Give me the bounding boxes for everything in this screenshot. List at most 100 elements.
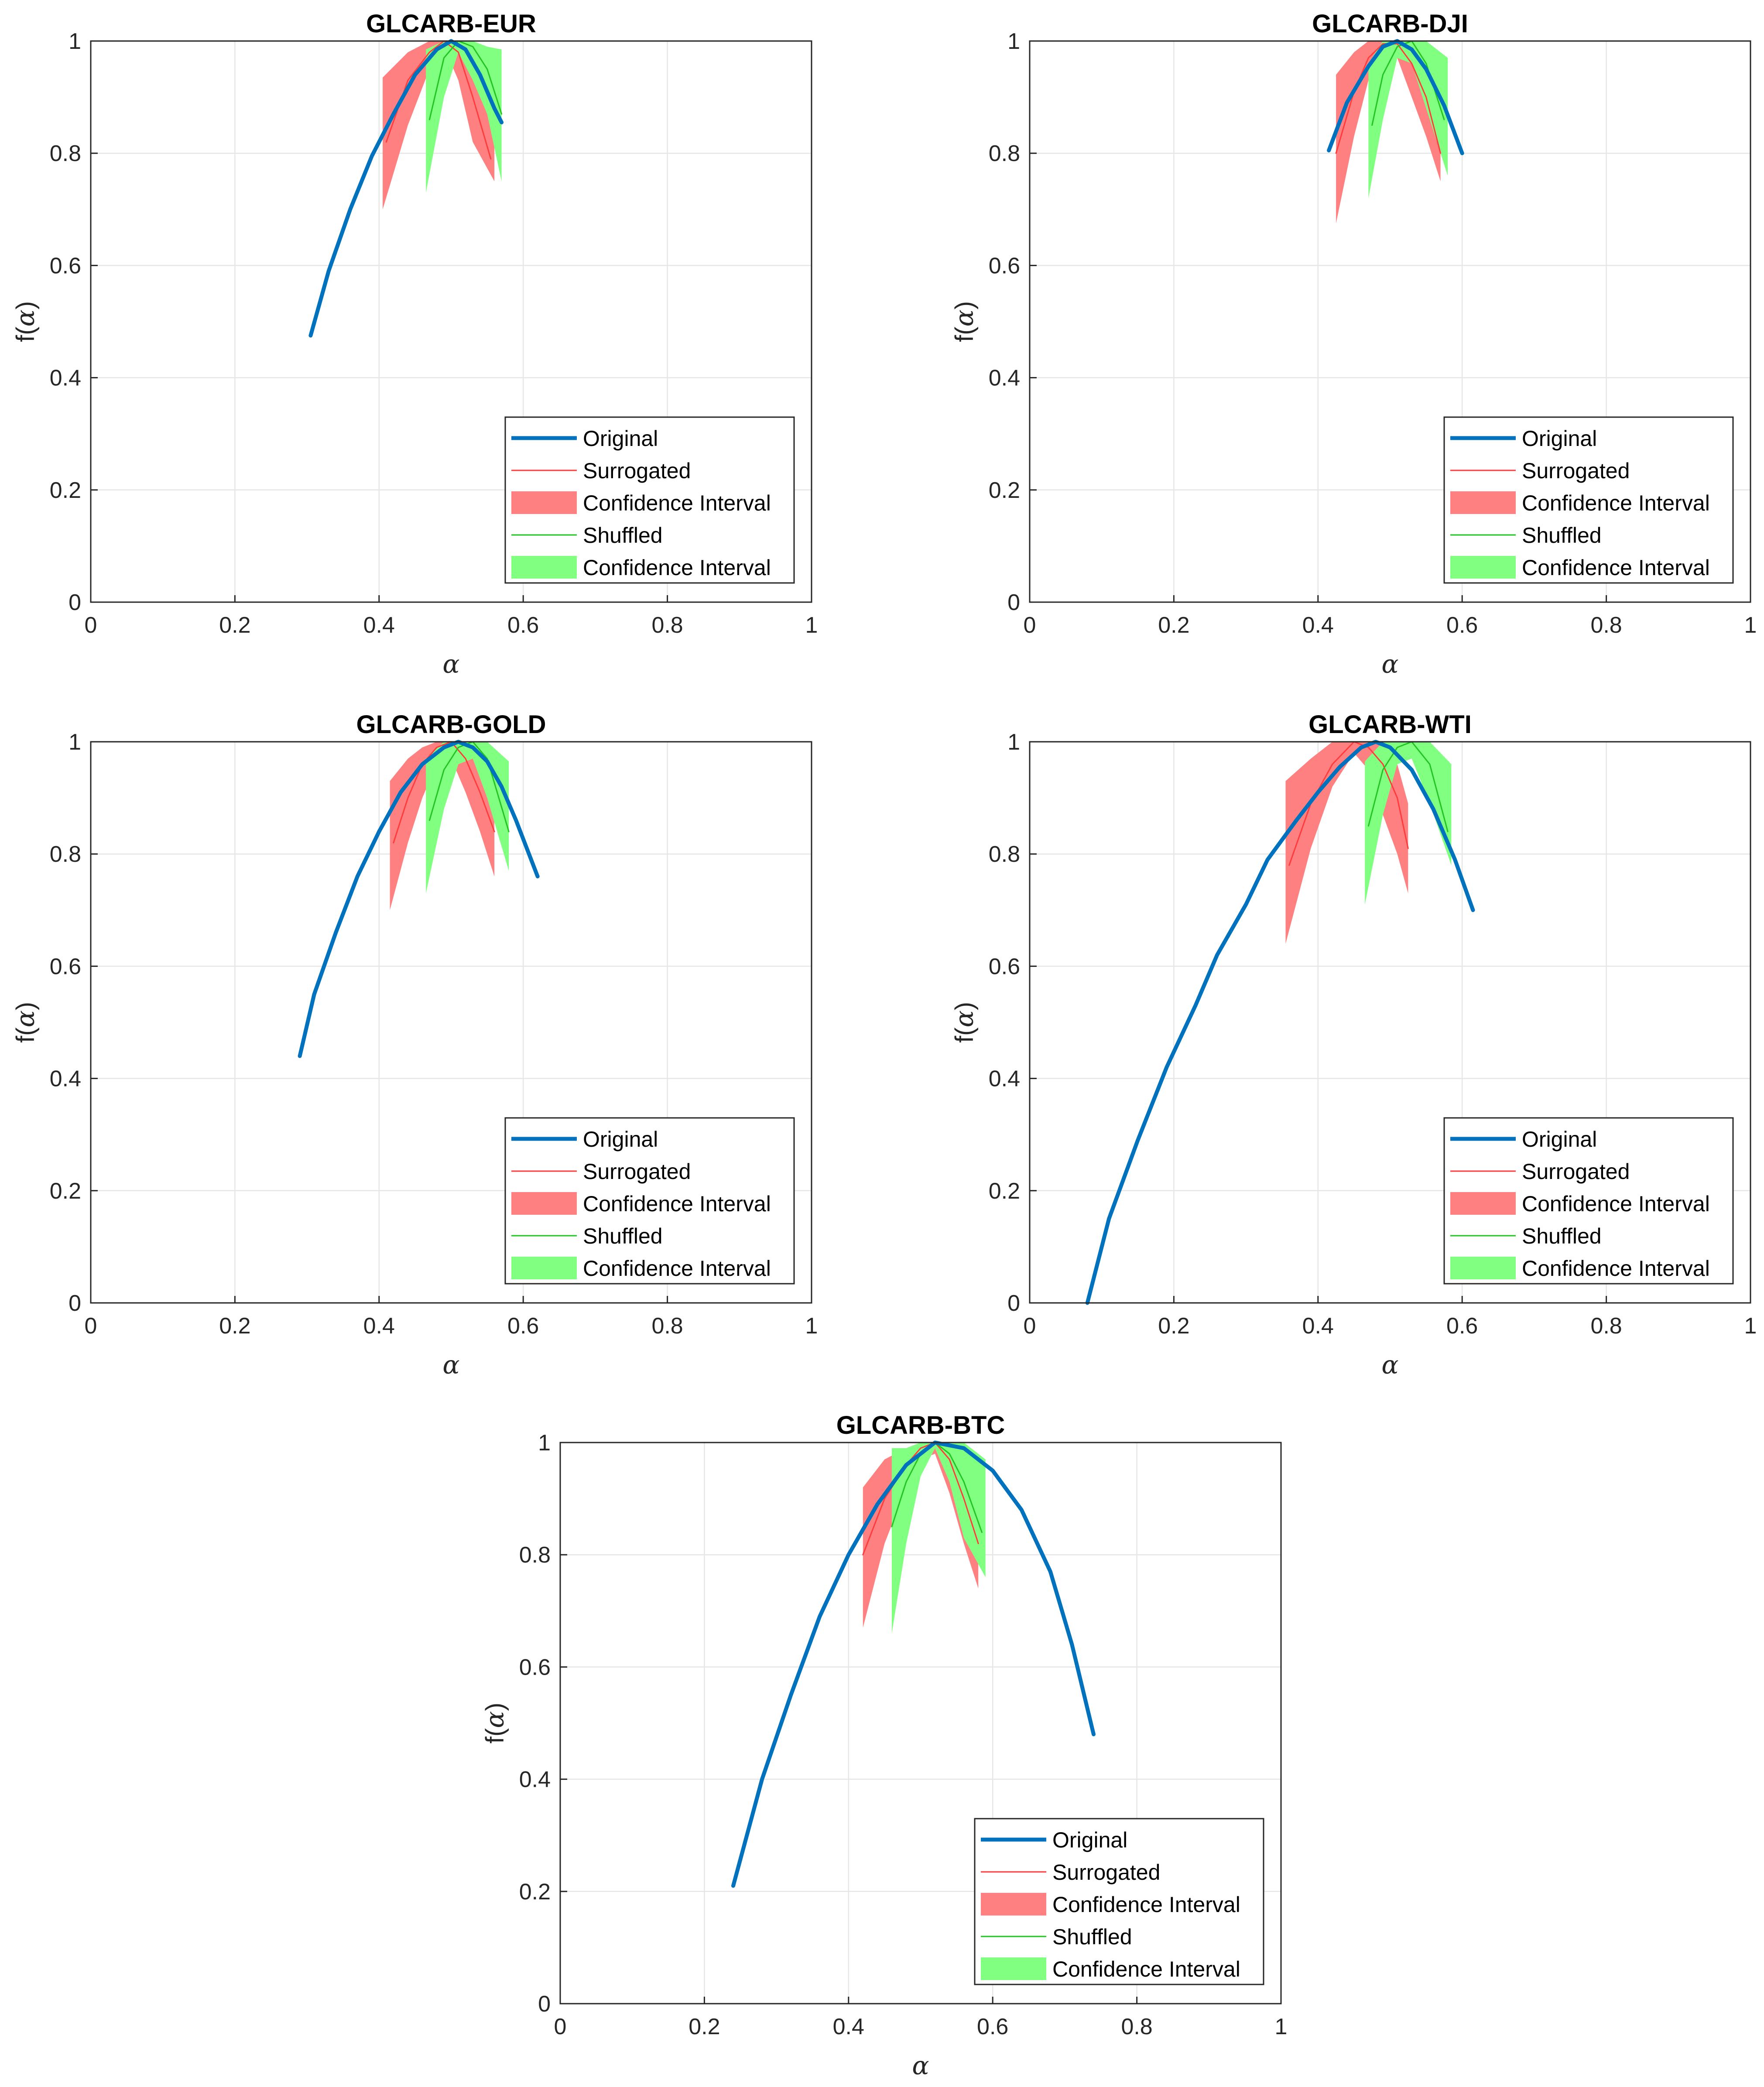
legend-label: Confidence Interval [1522,555,1710,580]
y-tick-label: 0.4 [519,1767,551,1792]
y-tick-label: 0.2 [989,1179,1020,1204]
y-tick-label: 0.6 [989,253,1020,278]
x-tick-label: 0.8 [651,1313,683,1339]
legend-label: Original [1052,1828,1127,1852]
y-tick-label: 0.6 [519,1655,551,1680]
x-tick-label: 0 [85,613,97,638]
legend-label: Surrogated [1522,1159,1630,1184]
legend: Original Surrogated Confidence Interval Shu… [1443,1117,1734,1285]
y-tick-label: 0 [1007,1291,1020,1316]
original-line [731,1440,1096,1888]
x-axis-label: α [442,649,459,679]
legend-label: Original [583,426,658,451]
legend-surrogated-ci-swatch [981,1893,1046,1916]
y-axis-label-prefix: f( [950,1028,979,1043]
x-tick-label: 0 [1024,1313,1036,1339]
legend-label: Confidence Interval [1522,1256,1710,1281]
x-axis-label: α [1381,1350,1398,1380]
legend-label: Surrogated [583,1159,691,1184]
x-tick-label: 0.2 [219,1313,250,1339]
y-tick-label: 0 [69,590,81,615]
x-tick-label: 0.6 [1446,613,1478,638]
y-tick-label: 1 [538,1430,551,1456]
y-tick-label: 0 [538,1991,551,2017]
legend: Original Surrogated Confidence Interval Shu… [504,416,795,584]
x-tick-label: 0.8 [1121,2014,1152,2039]
x-tick-label: 1 [1275,2014,1288,2039]
y-axis-label-suffix: ) [11,301,40,309]
x-tick-label: 0 [85,1313,97,1339]
y-axis-label-suffix: ) [11,1002,40,1010]
legend-label: Confidence Interval [1522,491,1710,515]
y-tick-label: 0.8 [50,842,81,867]
y-axis-label: f(α) [10,1002,40,1043]
y-tick-label: 1 [1007,29,1020,54]
legend-label: Shuffled [1052,1925,1132,1949]
chart-glcarb-eur: 000.20.20.40.40.60.60.80.811GLCARB-EURαf… [10,10,818,679]
legend-label: Confidence Interval [583,1192,771,1216]
y-axis-label-symbol: α [10,1010,40,1027]
chart-title: GLCARB-DJI [1312,10,1468,38]
x-tick-label: 1 [805,613,818,638]
shuffled-confidence-band [426,742,509,894]
axes-box [90,40,812,603]
legend-label: Confidence Interval [1052,1957,1240,1981]
chart-glcarb-wti: 000.20.20.40.40.60.60.80.811GLCARB-WTIαf… [949,710,1757,1380]
chart-title: GLCARB-BTC [836,1411,1005,1439]
legend-label: Confidence Interval [583,491,771,515]
y-axis-label-suffix: ) [950,1002,979,1010]
y-tick-label: 0.6 [989,954,1020,979]
y-tick-label: 0.4 [989,366,1020,391]
y-axis-label-symbol: α [949,1010,979,1027]
x-tick-label: 1 [1744,1313,1757,1339]
grid [560,1443,1281,2004]
legend: Original Surrogated Confidence Interval Shu… [1443,416,1734,584]
legend-shuffled-ci-swatch [1450,1257,1516,1279]
legend-shuffled-ci-swatch [511,1257,577,1279]
y-axis-label: f(α) [949,1002,979,1043]
x-tick-label: 0.6 [507,1313,539,1339]
legend-label: Confidence Interval [583,1256,771,1281]
x-tick-label: 0.6 [507,613,539,638]
legend-shuffled-ci-swatch [981,1957,1046,1980]
y-tick-label: 0 [1007,590,1020,615]
x-tick-label: 0.6 [977,2014,1008,2039]
x-axis-label: α [1381,649,1398,679]
x-tick-label: 0.8 [1590,1313,1622,1339]
chart-glcarb-btc: 000.20.20.40.40.60.60.80.811GLCARB-BTCαf… [480,1411,1287,2080]
legend-label: Shuffled [1522,523,1602,548]
surrogated-confidence-band [1336,41,1441,223]
legend-label: Shuffled [583,523,663,548]
y-axis-label-symbol: α [949,309,979,326]
x-tick-label: 0.8 [1590,613,1622,638]
chart-glcarb-gold: 00 0.2 0.2 0.4 0.4 0.6 0.6 0.8 0.8 1 1 GLCARB-GOLD α… [10,710,818,1380]
y-axis-label-suffix: ) [481,1703,509,1711]
x-axis-label: α [912,2051,929,2080]
y-tick-label: 1 [69,29,81,54]
shuffled-confidence-band [891,1443,986,1634]
y-axis-label-symbol: α [10,309,40,326]
y-tick-label: 1 [1007,730,1020,755]
y-axis-label-prefix: f( [481,1728,509,1744]
axes-box [1029,741,1751,1304]
grid [91,742,812,1303]
legend-label: Surrogated [1522,459,1630,483]
surrogated-confidence-band [390,742,495,910]
legend: Original Surrogated Confidence Interval Shu… [504,1117,795,1285]
x-tick-label: 1 [1744,613,1757,638]
x-tick-label: 0.2 [1158,1313,1189,1339]
x-tick-label: 0.4 [363,613,395,638]
y-tick-label: 0.2 [989,478,1020,503]
axes-box [1029,40,1751,603]
legend-label: Original [1522,426,1597,451]
y-tick-label: 0.2 [519,1879,551,1905]
x-tick-label: 0.4 [1302,1313,1334,1339]
y-axis-label-prefix: f( [11,1028,40,1043]
y-tick-label: 1 [69,730,81,755]
legend-label: Original [583,1127,658,1151]
x-tick-label: 0 [1024,613,1036,638]
tick-labels: 00 0.2 0.2 0.4 0.4 0.6 0.6 0.8 0.8 1 1 [519,1430,1288,2039]
y-axis-label-prefix: f( [950,327,979,342]
grid [1030,742,1750,1303]
